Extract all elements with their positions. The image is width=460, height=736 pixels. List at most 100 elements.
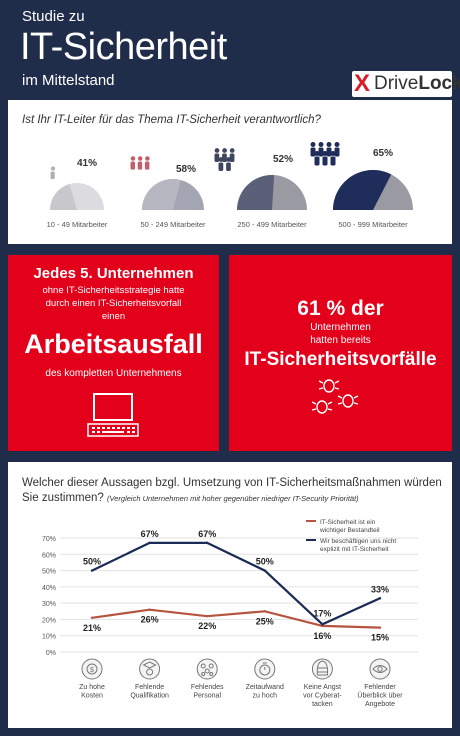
gauge-1: 41% 10 - 49 Mitarbeiter — [47, 158, 108, 229]
gauge-label: 250 - 499 Mitarbeiter — [237, 220, 307, 229]
gauge-percent: 58% — [176, 164, 196, 175]
hive-icon — [311, 658, 333, 680]
gauge-4: 65% 500 - 999 Mitarbeiter — [310, 142, 413, 229]
page-title: IT-Sicherheit — [20, 26, 227, 68]
header-line3: im Mittelstand — [22, 72, 115, 89]
data-point — [206, 614, 209, 618]
category-label: Überblick über — [357, 692, 403, 700]
data-point — [148, 541, 151, 545]
people-icon — [214, 148, 235, 172]
gauge-value — [237, 175, 275, 210]
measures-panel: Welcher dieser Aussagen bzgl. Umsetzung … — [8, 462, 452, 728]
y-tick-label: 0% — [46, 650, 56, 657]
category-label: tacken — [312, 701, 333, 708]
gauge-label: 10 - 49 Mitarbeiter — [47, 220, 108, 229]
data-label: 17% — [313, 608, 331, 618]
data-label: 21% — [83, 623, 101, 633]
data-label: 33% — [371, 584, 389, 594]
data-label: 26% — [141, 615, 159, 625]
it-leader-question: Ist Ihr IT-Leiter für das Thema IT-Siche… — [22, 114, 321, 126]
drivelock-logo: X DriveLock — [352, 70, 460, 97]
it-leader-chart: 41% 10 - 49 Mitarbeiter 58% 50 - 249 Mitarb… — [47, 142, 413, 229]
legend-label: wichtiger Bestandteil — [319, 527, 380, 534]
people-icon — [196, 658, 218, 680]
data-label: 67% — [198, 529, 216, 539]
incidents-box: 61 % der Unternehmen hatten bereits IT-S… — [229, 255, 452, 451]
category-label: Zeitaufwand — [246, 684, 284, 691]
graduate-icon — [139, 658, 161, 680]
data-point — [90, 616, 94, 619]
data-point — [263, 610, 266, 613]
outage-text: ohne IT-Sicherheitsstrategie hatte durch… — [42, 285, 185, 322]
data-point — [263, 569, 266, 572]
measures-line-chart: 0% 10% 20% 30% 40% 50% 60% 70% 21% 26% 22% 25% 16% 15… — [42, 519, 418, 708]
gauge-value — [333, 170, 392, 210]
legend-label: IT-Sicherheit ist ein — [320, 519, 376, 526]
y-tick-label: 40% — [42, 585, 56, 592]
series-line-2 — [91, 541, 381, 626]
grid — [60, 537, 418, 653]
category-label: Fehlender — [364, 684, 396, 691]
y-tick-label: 30% — [42, 601, 56, 608]
people-icon — [310, 142, 340, 166]
incidents-percent: 61 % der — [297, 297, 384, 320]
gauge-value — [50, 184, 77, 210]
legend-label: explizit mit IT-Sicherheit — [320, 546, 389, 553]
header-line1: Studie zu — [22, 8, 85, 25]
data-point — [378, 597, 382, 600]
bugs-icon — [312, 379, 359, 414]
gauge-3: 52% 250 - 499 Mitarbeiter — [214, 148, 307, 229]
stopwatch-icon — [254, 658, 276, 680]
gauge-value — [142, 179, 181, 210]
incidents-text: Unternehmen hatten bereits — [310, 322, 371, 346]
data-label: 50% — [83, 557, 101, 567]
category-label: Zu hohe — [79, 684, 105, 691]
y-tick-label: 20% — [42, 617, 56, 624]
category-label: Keine Angst — [304, 684, 341, 691]
y-tick-label: 70% — [42, 536, 56, 543]
eye-icon — [369, 658, 391, 680]
it-leader-panel: Ist Ihr IT-Leiter für das Thema IT-Siche… — [8, 100, 452, 244]
data-label: 67% — [141, 529, 159, 539]
y-tick-label: 50% — [42, 569, 56, 576]
data-point — [148, 608, 151, 611]
logo-text: DriveLock — [374, 73, 460, 94]
people-icon — [50, 166, 56, 180]
gauge-label: 50 - 249 Mitarbeiter — [140, 220, 206, 229]
category-label: vor Cyberat- — [303, 693, 342, 700]
computer-icon — [87, 393, 139, 437]
category-label: Qualifikation — [130, 693, 169, 700]
outage-headline: Jedes 5. Unternehmen — [33, 265, 194, 282]
gauge-percent: 41% — [77, 158, 97, 169]
y-tick-label: 60% — [42, 552, 56, 559]
coins-icon: $ — [81, 658, 103, 680]
y-tick-label: 10% — [42, 634, 56, 641]
gauge-percent: 65% — [373, 148, 393, 159]
data-label: 15% — [371, 633, 389, 643]
measures-question: Welcher dieser Aussagen bzgl. Umsetzung … — [22, 477, 442, 504]
category-label: Fehlendes — [191, 684, 224, 691]
data-label: 50% — [256, 557, 274, 567]
gauge-2: 58% 50 - 249 Mitarbeiter — [130, 156, 206, 229]
gauge-percent: 52% — [273, 154, 293, 165]
outage-big: Arbeitsausfall — [24, 329, 203, 359]
logo-x-mark: X — [354, 70, 371, 97]
legend-label: Wir beschäftigen uns nicht — [320, 538, 396, 545]
outage-sub: des kompletten Unternehmens — [45, 368, 182, 379]
category-label: Fehlende — [135, 684, 164, 691]
series-line-1 — [91, 608, 381, 629]
data-label: 25% — [256, 616, 274, 626]
category-label: zu hoch — [253, 693, 278, 700]
data-point — [321, 623, 324, 626]
category-label: Personal — [193, 693, 221, 700]
header: Studie zu IT-Sicherheit im Mittelstand X… — [0, 0, 460, 100]
outage-box: Jedes 5. Unternehmen ohne IT-Sicherheits… — [8, 255, 219, 451]
gauge-label: 500 - 999 Mitarbeiter — [338, 220, 408, 229]
category-label: Kosten — [81, 693, 103, 700]
category-label: Angebote — [365, 701, 395, 708]
svg-text:$: $ — [90, 667, 94, 674]
data-label: 22% — [198, 621, 216, 631]
people-icon — [130, 156, 150, 170]
incidents-big: IT-Sicherheitsvorfälle — [244, 349, 437, 370]
